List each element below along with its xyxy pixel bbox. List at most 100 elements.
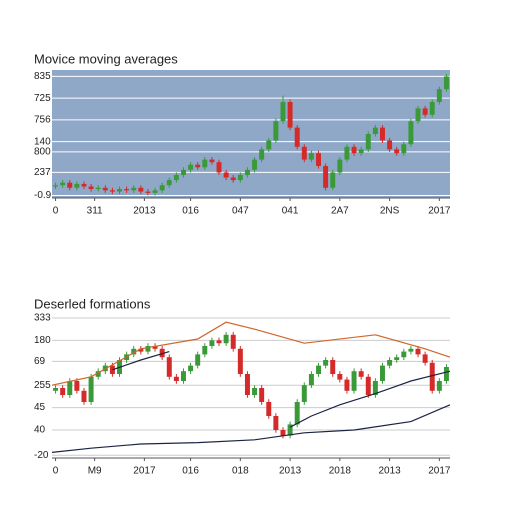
y-tick-label: 40 bbox=[34, 425, 46, 436]
candle-body bbox=[351, 146, 357, 154]
line-series bbox=[51, 404, 451, 453]
line-series bbox=[51, 321, 451, 386]
plot-area bbox=[52, 318, 450, 458]
x-tick-label: 2013 bbox=[279, 466, 302, 477]
candle-body bbox=[131, 348, 137, 355]
candle-body bbox=[294, 127, 300, 147]
candle-body bbox=[252, 159, 258, 170]
candle-body bbox=[138, 187, 144, 192]
candle-body bbox=[429, 362, 435, 391]
x-tick-label: 2NS bbox=[380, 206, 400, 217]
candle-body bbox=[358, 371, 364, 377]
y-tick-label: 725 bbox=[34, 93, 51, 104]
x-tick-label: 2017 bbox=[428, 206, 451, 217]
candle-body bbox=[166, 357, 172, 377]
y-tick-label: 800 bbox=[34, 147, 51, 158]
candle-body bbox=[337, 159, 343, 173]
candle-body bbox=[401, 351, 407, 358]
x-tick-label: 2017 bbox=[133, 466, 156, 477]
candle-body bbox=[316, 365, 322, 374]
candle-body bbox=[237, 174, 243, 181]
candle-body bbox=[145, 346, 151, 352]
y-tick-label: 255 bbox=[34, 380, 51, 391]
candle-body bbox=[422, 354, 428, 363]
candle-body bbox=[216, 162, 222, 173]
candle-body bbox=[408, 121, 414, 145]
x-tick-label: 311 bbox=[87, 206, 103, 217]
candle-body bbox=[394, 357, 400, 360]
candle-body bbox=[429, 102, 435, 115]
x-tick-label: M9 bbox=[88, 466, 102, 477]
candle-body bbox=[166, 180, 172, 186]
candle-body bbox=[60, 388, 66, 395]
candle-body bbox=[117, 189, 123, 192]
candle-body bbox=[173, 376, 179, 381]
candle-body bbox=[152, 190, 158, 193]
candle-body bbox=[287, 102, 293, 128]
x-tick-label: 2013 bbox=[133, 206, 156, 217]
candle-body bbox=[53, 388, 59, 391]
candle-body bbox=[88, 376, 94, 402]
candle-body bbox=[372, 127, 378, 134]
candle-body bbox=[138, 348, 144, 352]
candle-body bbox=[266, 402, 272, 416]
x-tick-label: 2018 bbox=[329, 466, 352, 477]
candle-body bbox=[351, 371, 357, 391]
candle-body bbox=[443, 367, 449, 381]
candle-body bbox=[95, 187, 101, 190]
chart-title: Movice moving averages bbox=[34, 51, 178, 66]
candle-body bbox=[223, 172, 229, 178]
candle-body bbox=[344, 146, 350, 160]
candle-body bbox=[188, 164, 194, 170]
candle-body bbox=[145, 191, 151, 193]
candle-body bbox=[152, 346, 158, 349]
y-tick-label: 237 bbox=[34, 167, 51, 178]
candle-body bbox=[60, 182, 66, 186]
candle-body bbox=[330, 172, 336, 188]
candle-body bbox=[109, 190, 115, 192]
candle-body bbox=[266, 140, 272, 150]
y-tick-label: -0.9 bbox=[34, 190, 52, 201]
candle-body bbox=[124, 189, 130, 191]
candle-body bbox=[273, 416, 279, 430]
candle-body bbox=[365, 134, 371, 150]
x-tick-label: 0 bbox=[53, 206, 59, 217]
candle-body bbox=[443, 76, 449, 90]
y-tick-label: 45 bbox=[34, 402, 46, 413]
candle-body bbox=[102, 187, 108, 191]
candle-body bbox=[294, 402, 300, 425]
candle-body bbox=[337, 374, 343, 380]
candle-body bbox=[280, 430, 286, 436]
x-tick-label: 041 bbox=[282, 206, 299, 217]
candle-body bbox=[252, 388, 258, 395]
candle-body bbox=[53, 185, 59, 187]
x-tick-label: 016 bbox=[182, 206, 199, 217]
y-tick-label: 140 bbox=[34, 136, 51, 147]
candle-body bbox=[330, 360, 336, 374]
candle-body bbox=[287, 424, 293, 436]
candle-body bbox=[180, 371, 186, 381]
candle-body bbox=[131, 187, 137, 191]
candle-body bbox=[379, 127, 385, 141]
x-tick-label: 2013 bbox=[378, 466, 401, 477]
candle-body bbox=[95, 371, 101, 377]
candle-body bbox=[436, 89, 442, 102]
line-series bbox=[112, 351, 451, 428]
candle-body bbox=[216, 340, 222, 344]
candle-body bbox=[230, 334, 236, 349]
candle-body bbox=[415, 108, 421, 122]
candle-body bbox=[415, 348, 421, 355]
x-tick-label: 2A7 bbox=[331, 206, 349, 217]
candle-body bbox=[422, 108, 428, 115]
candle-body bbox=[308, 374, 314, 386]
x-tick-label: 0 bbox=[53, 466, 59, 477]
candle-body bbox=[316, 153, 322, 166]
candle-body bbox=[344, 379, 350, 391]
candle-body bbox=[74, 381, 80, 391]
candle-body bbox=[74, 183, 80, 188]
candle-body bbox=[408, 348, 414, 352]
candle-body bbox=[387, 140, 393, 150]
x-tick-label: 018 bbox=[232, 466, 249, 477]
candle-body bbox=[387, 360, 393, 366]
candle-body bbox=[244, 169, 250, 175]
